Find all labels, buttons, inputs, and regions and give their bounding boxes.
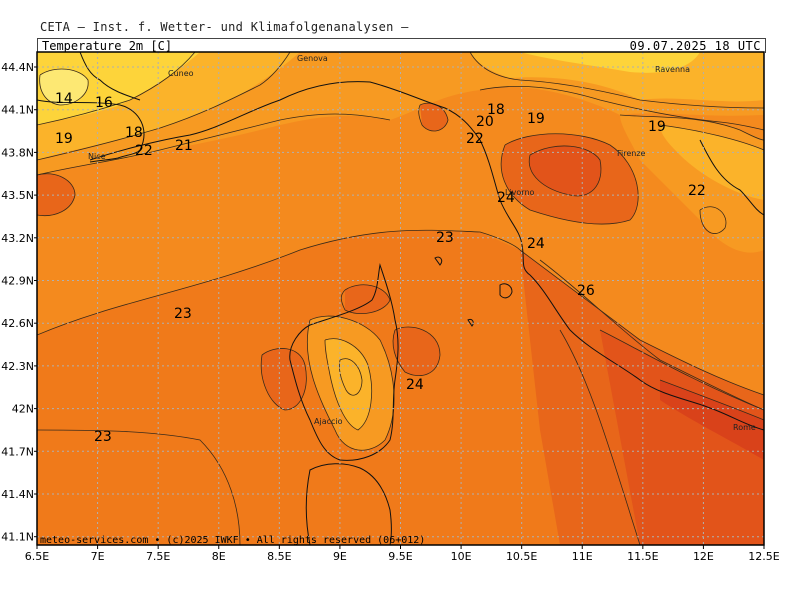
contour-label: 18: [487, 102, 505, 118]
longitude-axis: 6.5E 7E 7.5E 8E 8.5E 9E 9.5E 10E 10.5E 11E 11.5E 12…: [25, 545, 780, 563]
lat-tick-label: 43.8N: [1, 146, 34, 159]
contour-label: 19: [55, 131, 73, 147]
lat-tick-label: 42.3N: [1, 360, 34, 373]
city-label-livorno: Livorno: [505, 188, 535, 197]
city-label-ajaccio: Ajaccio: [314, 417, 343, 426]
contour-label: 23: [436, 230, 454, 246]
lat-tick-label: 41.4N: [1, 488, 34, 501]
city-label-cuneo: Cuneo: [168, 69, 194, 78]
contour-label: 14: [55, 91, 73, 107]
lon-tick-label: 10E: [451, 550, 472, 563]
lat-tick-label: 42N: [12, 403, 34, 416]
contour-label: 24: [497, 190, 515, 206]
contour-label: 22: [688, 183, 706, 199]
lon-tick-label: 9E: [333, 550, 347, 563]
lat-tick-label: 41.1N: [1, 531, 34, 544]
provider-header: CETA — Inst. f. Wetter- und Klimafolgena…: [40, 20, 409, 34]
lon-tick-label: 10.5E: [506, 550, 537, 563]
contour-labels: 14 16 18 19 22 21 20 18 19 22 19 22 24 2…: [55, 91, 706, 445]
contour-label: 22: [135, 143, 153, 159]
lon-tick-label: 12E: [693, 550, 714, 563]
city-label-firenze: Firenze: [617, 149, 646, 158]
lon-tick-label: 12.5E: [748, 550, 779, 563]
contour-label: 16: [95, 95, 113, 111]
contour-label: 19: [527, 111, 545, 127]
contour-label: 24: [527, 236, 545, 252]
contour-label: 23: [94, 429, 112, 445]
lon-tick-label: 9.5E: [388, 550, 412, 563]
contour-label: 18: [125, 125, 143, 141]
city-label-nice: Nice: [88, 152, 106, 161]
city-label-genova: Genova: [297, 54, 328, 63]
latitude-axis: 44.4N 44.1N 43.8N 43.5N 43.2N 42.9N 42.6N 42.3N…: [1, 61, 37, 544]
lon-tick-label: 11E: [572, 550, 593, 563]
lat-tick-label: 42.9N: [1, 275, 34, 288]
contour-label: 24: [406, 377, 424, 393]
lon-tick-label: 6.5E: [25, 550, 49, 563]
lat-tick-label: 44.1N: [1, 104, 34, 117]
contour-label: 20: [476, 114, 494, 130]
parameter-label: Temperature_2m_[C]: [42, 39, 173, 53]
lon-tick-label: 8.5E: [267, 550, 291, 563]
lat-tick-label: 41.7N: [1, 445, 34, 458]
lon-tick-label: 8E: [212, 550, 226, 563]
contour-label: 23: [174, 306, 192, 322]
contour-label: 19: [648, 119, 666, 135]
contour-label: 26: [577, 283, 595, 299]
contour-label: 21: [175, 138, 193, 154]
lon-tick-label: 11.5E: [627, 550, 658, 563]
city-label-rome: Rome: [733, 423, 756, 432]
lon-tick-label: 7.5E: [146, 550, 170, 563]
lat-tick-label: 43.2N: [1, 232, 34, 245]
city-labels: Cuneo Genova Ravenna Nice Firenze Livorn…: [88, 54, 756, 432]
lon-tick-label: 7E: [91, 550, 105, 563]
city-label-ravenna: Ravenna: [655, 65, 690, 74]
valid-time-label: 09.07.2025 18 UTC: [629, 39, 761, 53]
lat-tick-label: 43.5N: [1, 189, 34, 202]
graticule: [37, 52, 764, 545]
contour-label: 22: [466, 131, 484, 147]
lat-tick-label: 44.4N: [1, 61, 34, 74]
title-bar: Temperature_2m_[C] 09.07.2025 18 UTC: [37, 38, 766, 53]
lat-tick-label: 42.6N: [1, 317, 34, 330]
copyright-text: meteo-services.com • (c)2025 IWKF • All …: [40, 535, 425, 546]
